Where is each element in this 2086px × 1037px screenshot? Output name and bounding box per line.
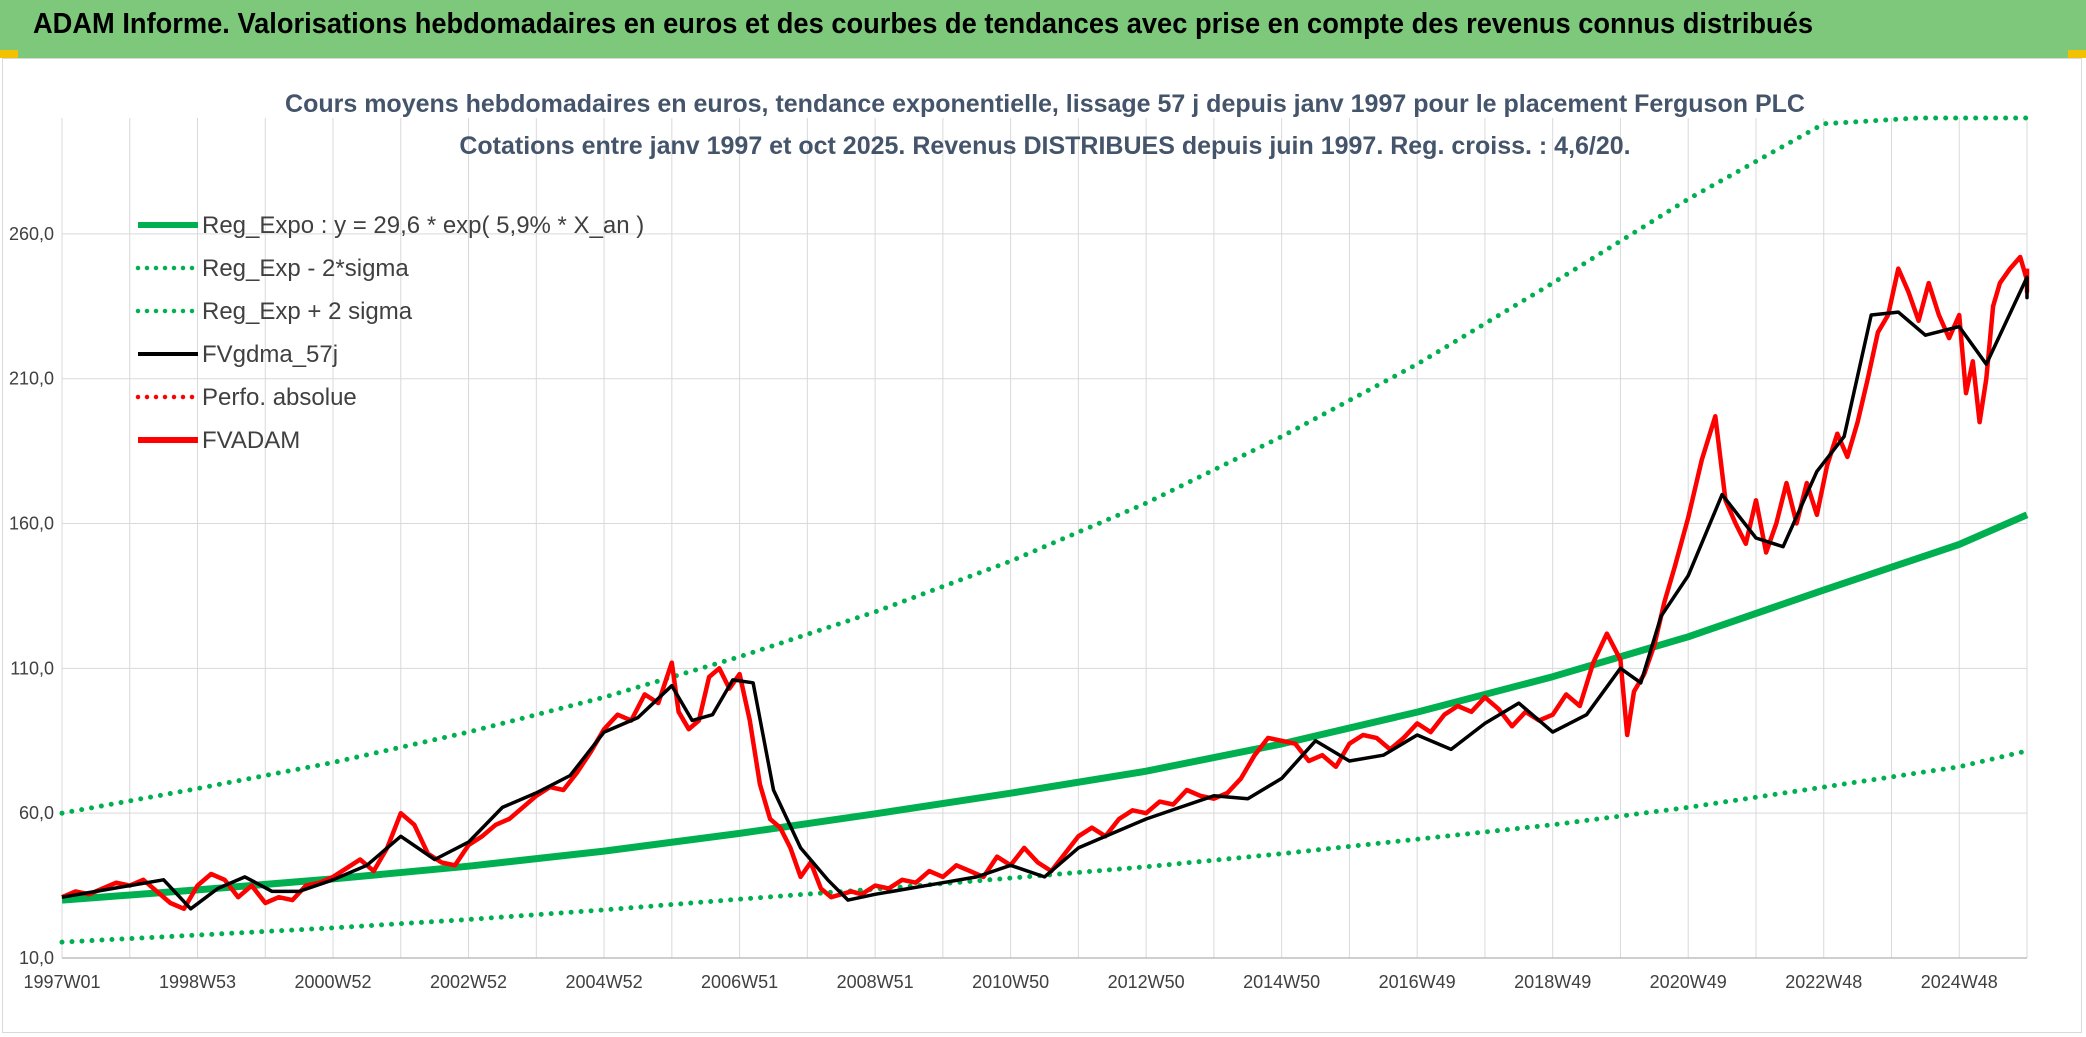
legend-label: Reg_Exp + 2 sigma [202, 298, 413, 325]
x-tick-label: 2008W51 [837, 972, 914, 992]
legend-label: Perfo. absolue [202, 384, 357, 411]
y-tick-label: 60,0 [19, 803, 54, 823]
x-tick-label: 2016W49 [1379, 972, 1456, 992]
series-line-2 [59, 115, 2030, 816]
y-tick-label: 160,0 [9, 514, 54, 534]
x-tick-label: 2018W49 [1514, 972, 1591, 992]
y-tick-label: 10,0 [19, 948, 54, 968]
x-tick-label: 1998W53 [159, 972, 236, 992]
y-tick-label: 110,0 [10, 658, 54, 678]
x-tick-label: 2002W52 [430, 972, 507, 992]
x-tick-label: 2024W48 [1921, 972, 1998, 992]
x-tick-label: 1997W01 [23, 972, 100, 992]
header-corner-left [0, 50, 18, 58]
x-tick-label: 2014W50 [1243, 972, 1320, 992]
y-axis: 10,0 60,0 110,0 160,0 210,0 260,0 [9, 224, 54, 968]
report-title: ADAM Informe. Valorisations hebdomadaire… [33, 8, 1814, 40]
header-corner-right [2068, 50, 2086, 58]
x-axis: 1997W01 1998W53 2000W52 2002W52 2004W52 2006W… [23, 972, 1997, 992]
series-line-0 [61, 511, 2029, 904]
report-header: ADAM Informe. Valorisations hebdomadaire… [0, 0, 2086, 58]
chart-area [2, 58, 2082, 1033]
series-line-4 [61, 254, 2030, 912]
x-tick-label: 2022W48 [1785, 972, 1862, 992]
legend-label: FVgdma_57j [202, 341, 338, 368]
grid [61, 118, 2028, 959]
series [59, 115, 2030, 945]
x-tick-label: 2000W52 [295, 972, 372, 992]
x-tick-label: 2012W50 [1108, 972, 1185, 992]
chart-title: Cours moyens hebdomadaires en euros, ten… [285, 90, 1805, 118]
legend-label: FVADAM [202, 427, 300, 454]
legend-label: Reg_Expo : y = 29,6 * exp( 5,9% * X_an ) [202, 212, 644, 239]
x-tick-label: 2004W52 [566, 972, 643, 992]
x-tick-label: 2006W51 [701, 972, 778, 992]
series-line-3 [61, 275, 2029, 911]
y-tick-label: 210,0 [9, 369, 54, 389]
series-line-1 [59, 748, 2030, 945]
x-tick-label: 2010W50 [972, 972, 1049, 992]
legend: Reg_Expo : y = 29,6 * exp( 5,9% * X_an )… [135, 212, 644, 454]
y-tick-label: 260,0 [9, 224, 54, 244]
legend-label: Reg_Exp - 2*sigma [202, 255, 409, 282]
x-tick-label: 2020W49 [1650, 972, 1727, 992]
chart-subtitle: Cotations entre janv 1997 et oct 2025. R… [459, 132, 1630, 160]
